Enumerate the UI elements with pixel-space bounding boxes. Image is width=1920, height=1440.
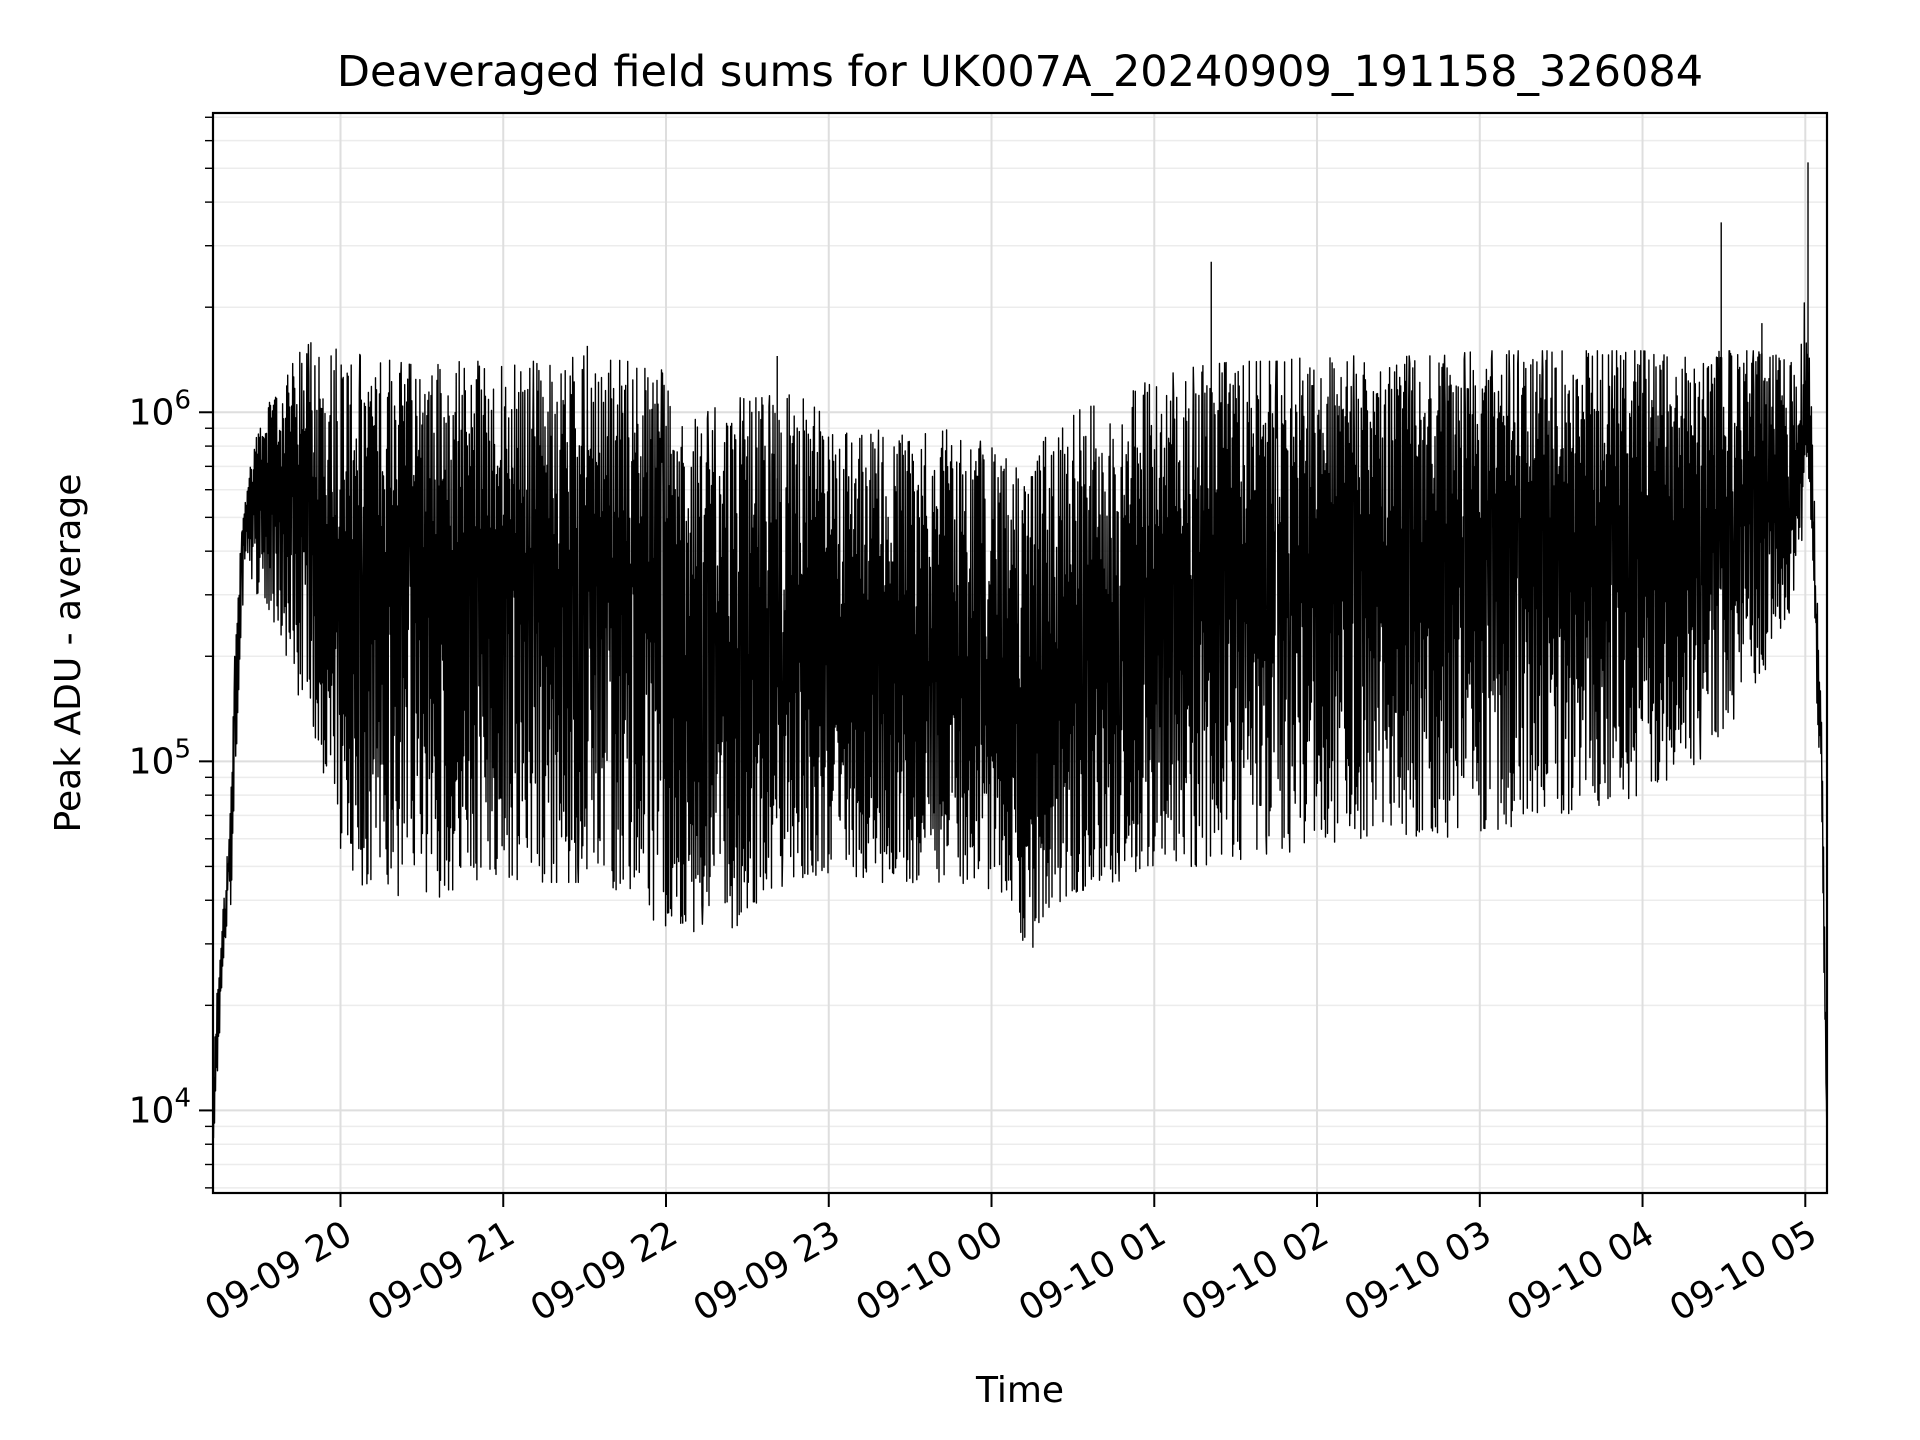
x-axis-label: Time	[975, 1370, 1064, 1411]
y-tick-label: 106	[129, 385, 191, 433]
y-tick-label: 105	[129, 734, 191, 782]
series-line	[212, 302, 1828, 1145]
y-axis-label: Peak ADU - average	[48, 474, 89, 833]
y-tick-label: 104	[129, 1083, 191, 1131]
data-layer	[212, 162, 1828, 1145]
plot-frame	[211, 111, 1829, 1195]
chart-title: Deaveraged field sums for UK007A_2024090…	[337, 47, 1703, 97]
